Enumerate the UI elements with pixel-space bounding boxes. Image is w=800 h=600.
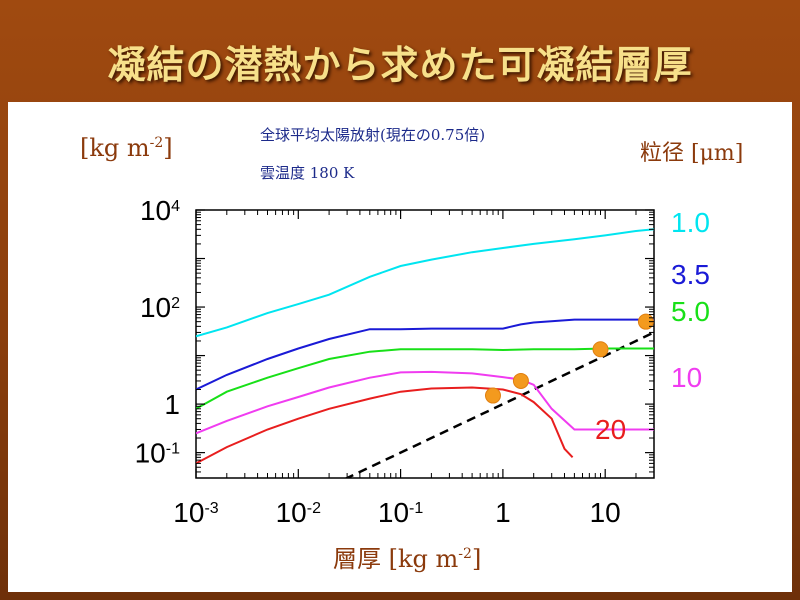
chart: [kg m-2] 全球平均太陽放射(現在の0.75倍) 雲温度 180 K 粒径… — [80, 126, 743, 573]
x-tick-label: 1 — [495, 497, 511, 528]
x-tick-label: 10 — [590, 497, 621, 528]
y-tick-label: 104 — [140, 195, 180, 226]
series-label-3.5: 3.5 — [671, 259, 710, 290]
plot-layer — [196, 228, 654, 478]
series-line-20 — [196, 386, 574, 465]
series-line-5.0 — [196, 347, 654, 410]
y-tick-label: 10-1 — [135, 438, 180, 469]
plot-frame — [195, 209, 655, 479]
marker-point — [592, 341, 609, 358]
series-label-10: 10 — [671, 362, 702, 393]
particle-size-label: 粒径 [μm] — [640, 141, 743, 166]
series-label-1.0: 1.0 — [671, 207, 710, 238]
y-axis-label: [kg m-2] — [80, 134, 173, 162]
y-tick-label: 1 — [164, 389, 180, 420]
x-axis-label: 層厚 [kg m-2] — [333, 545, 481, 573]
series-line-3.5 — [196, 318, 654, 391]
series-label-layer: 1.0 3.5 5.0 10 20 — [595, 207, 710, 445]
slide-title: 凝結の潜熱から求めた可凝結層厚 — [107, 43, 693, 87]
marker-point — [484, 387, 501, 404]
x-tick-label: 10-1 — [378, 497, 423, 528]
marker-point — [512, 372, 529, 389]
series-label-20: 20 — [595, 414, 626, 445]
condition-solar: 全球平均太陽放射(現在の0.75倍) — [260, 126, 485, 144]
y-tick-label: 102 — [140, 292, 180, 323]
x-tick-label: 10-3 — [173, 497, 218, 528]
series-line-1.0 — [196, 228, 654, 338]
series-label-5.0: 5.0 — [671, 296, 710, 327]
reference-line — [344, 331, 654, 478]
chart-panel: [kg m-2] 全球平均太陽放射(現在の0.75倍) 雲温度 180 K 粒径… — [8, 102, 792, 592]
series-line-10 — [196, 370, 654, 435]
x-tick-label: 10-2 — [276, 497, 321, 528]
condition-cloud-temp: 雲温度 180 K — [260, 164, 355, 182]
